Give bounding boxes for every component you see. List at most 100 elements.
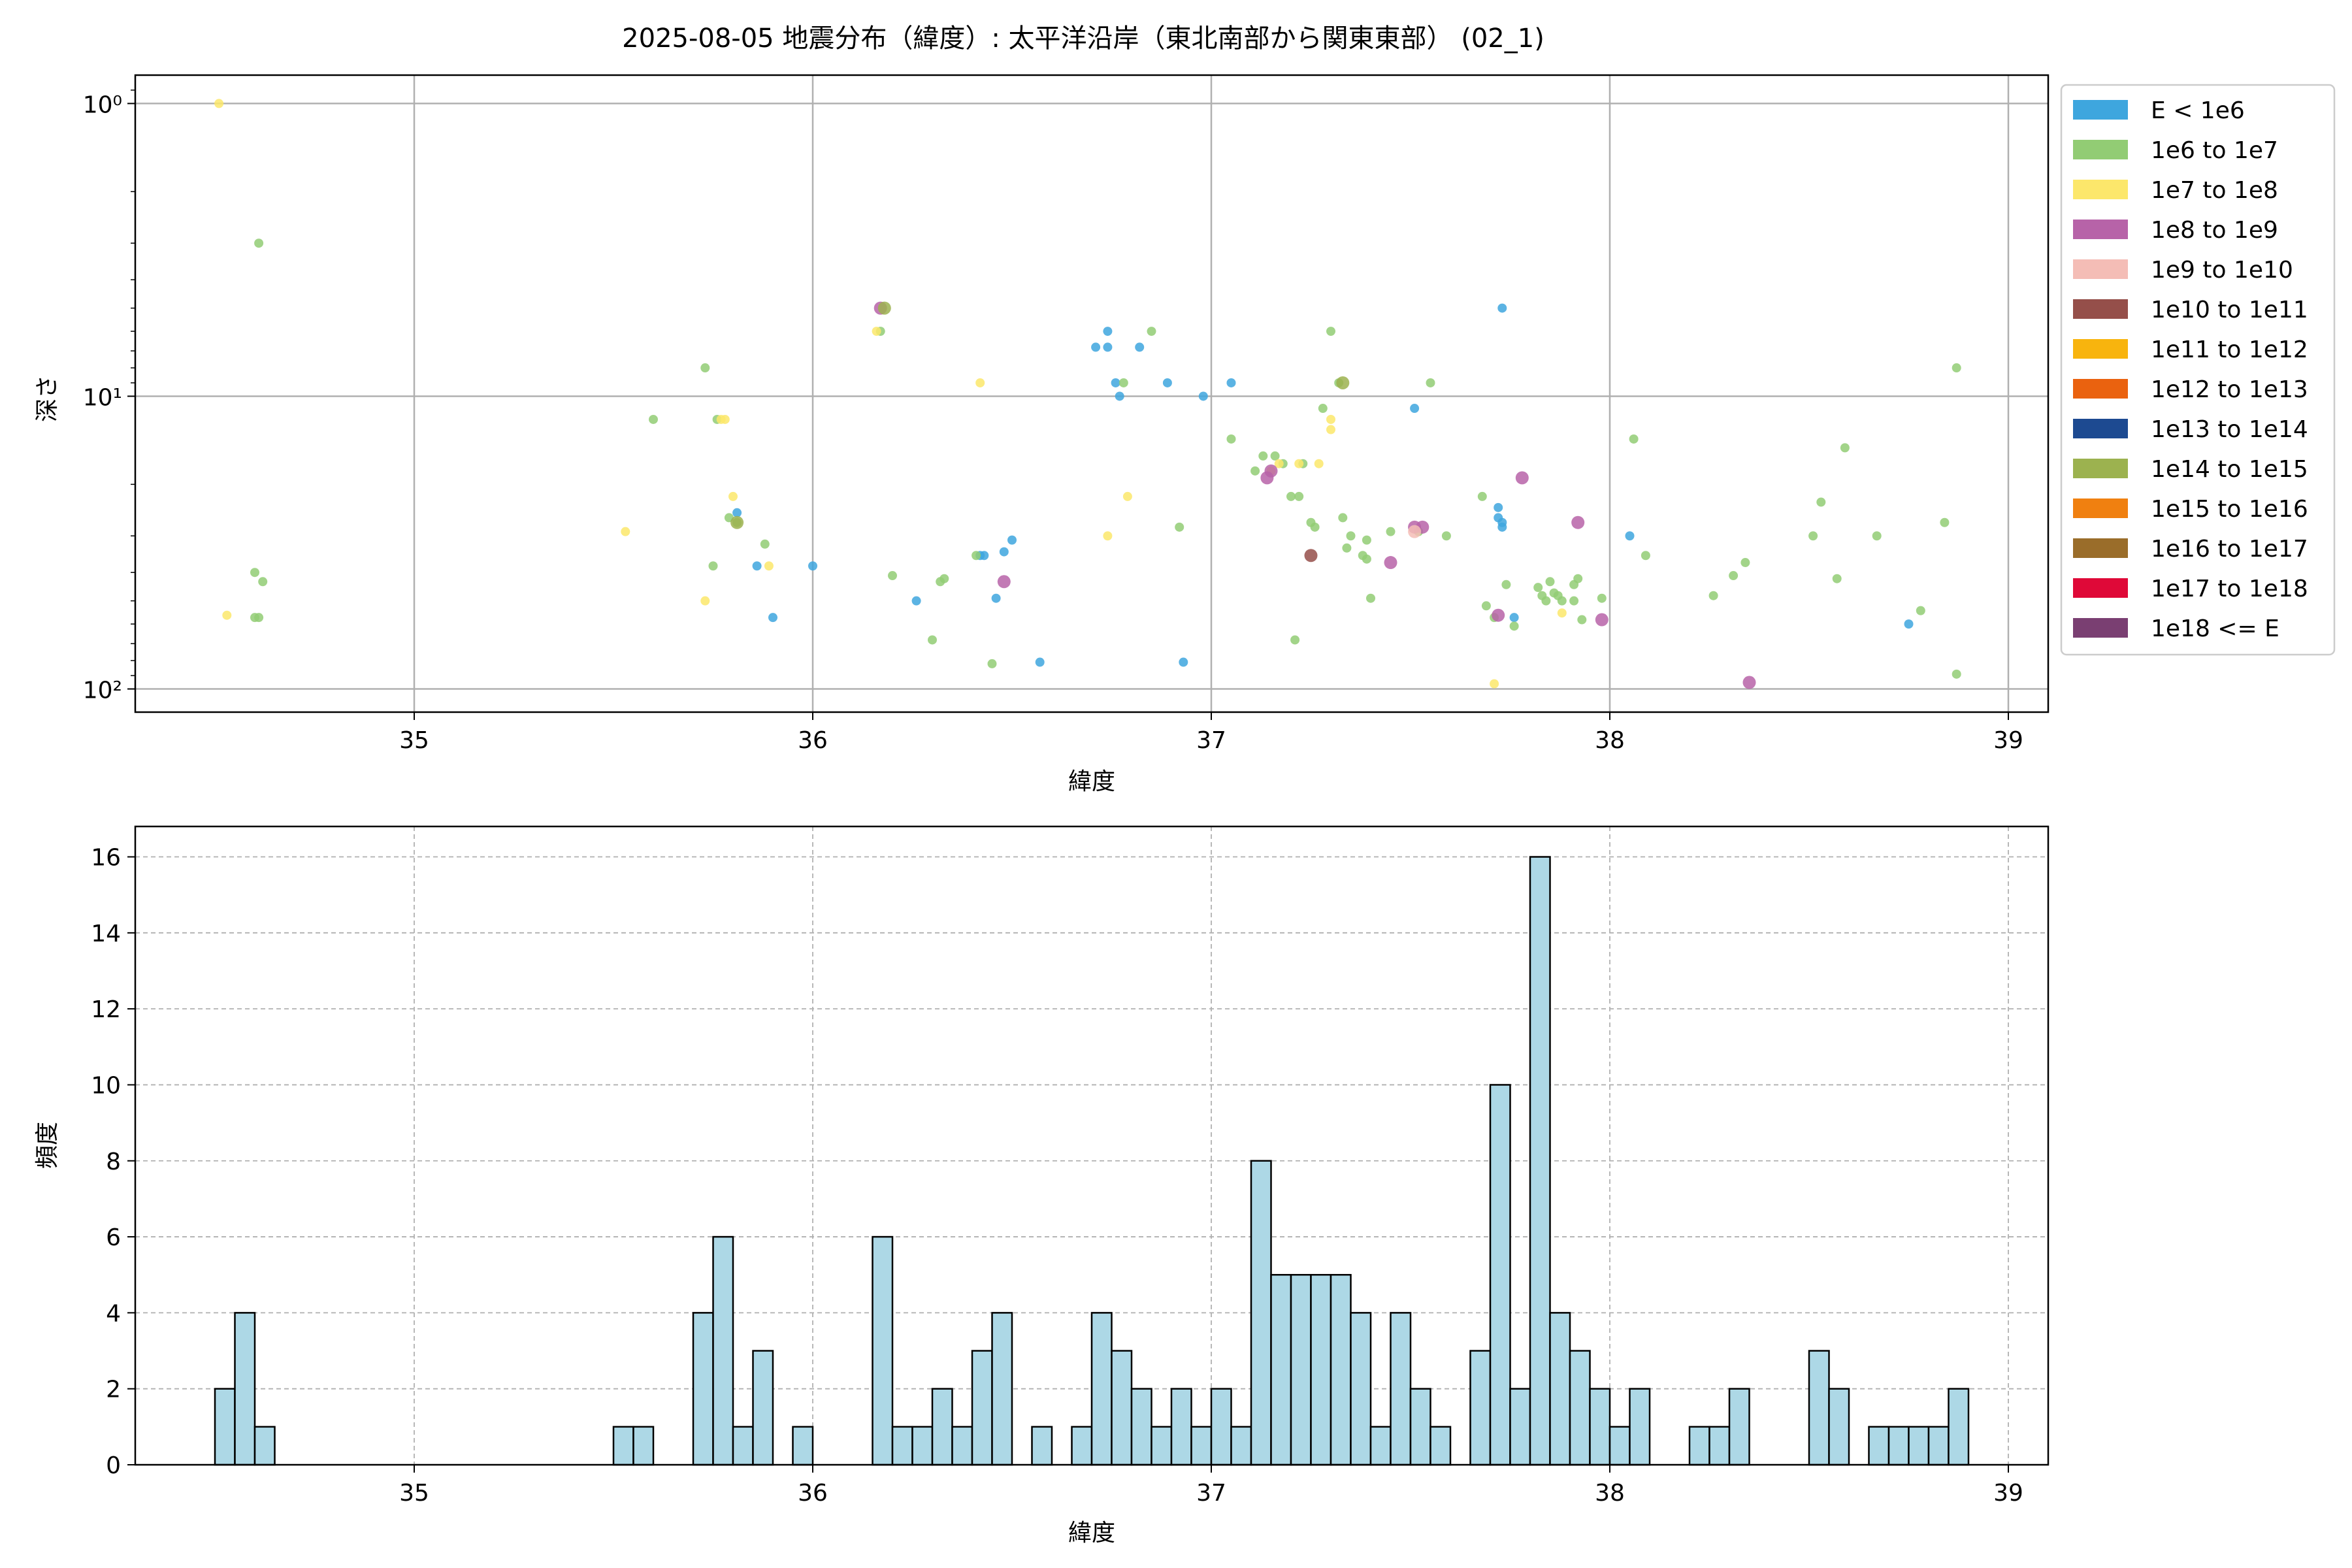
scatter-legend-swatch xyxy=(2073,498,2128,518)
scatter-point xyxy=(1577,615,1587,625)
scatter-point xyxy=(1346,531,1356,541)
histogram-bar xyxy=(1031,1426,1053,1466)
scatter-point xyxy=(1035,657,1045,667)
scatter-point xyxy=(1314,459,1324,468)
histogram-bar xyxy=(253,1426,276,1466)
scatter-legend-box xyxy=(2060,84,2336,656)
scatter-point xyxy=(1326,425,1335,434)
scatter-point xyxy=(1258,451,1268,461)
scatter-point xyxy=(1441,531,1451,541)
scatter-point xyxy=(1270,451,1280,461)
histogram-y-tick-label: 0 xyxy=(106,1452,121,1479)
histogram-bar xyxy=(612,1426,634,1466)
histogram-bar xyxy=(1230,1426,1252,1466)
scatter-point xyxy=(1362,535,1371,545)
scatter-point xyxy=(997,575,1011,589)
figure-title: 2025-08-05 地震分布（緯度）: 太平洋沿岸（東北南部から関東東部） (… xyxy=(622,24,1544,54)
scatter-legend-label: 1e14 to 1e15 xyxy=(2151,456,2308,483)
scatter-point xyxy=(1286,491,1296,501)
scatter-point xyxy=(1290,635,1300,645)
scatter-legend: E < 1e6 1e6 to 1e7 1e7 to 1e8 1e8 to 1e9 1e9… xyxy=(2060,84,2336,656)
scatter-point xyxy=(1410,404,1420,414)
histogram-bar xyxy=(732,1426,754,1466)
scatter-y-tick-label: 10¹ xyxy=(83,384,122,411)
scatter-point xyxy=(760,539,770,549)
scatter-point xyxy=(254,238,264,248)
scatter-point xyxy=(732,508,742,517)
scatter-point xyxy=(1326,327,1335,336)
histogram-x-axis-label: 緯度 xyxy=(1068,1520,1115,1546)
scatter-point xyxy=(1304,549,1318,563)
scatter-point xyxy=(1490,679,1499,689)
histogram-x-tick-label: 39 xyxy=(1993,1480,2023,1507)
scatter-point xyxy=(728,491,738,501)
histogram-bar xyxy=(1509,1388,1531,1466)
histogram-bar xyxy=(951,1426,973,1466)
scatter-point xyxy=(1103,531,1113,541)
scatter-point xyxy=(1175,522,1184,532)
scatter-point xyxy=(1509,613,1519,623)
histogram-bar xyxy=(1728,1388,1750,1466)
histogram-bar xyxy=(931,1388,953,1466)
scatter-point xyxy=(1533,583,1543,593)
histogram-bar xyxy=(1908,1426,1930,1466)
scatter-point xyxy=(700,596,710,606)
histogram-bar xyxy=(1071,1426,1093,1466)
histogram-y-tick-label: 12 xyxy=(91,996,121,1023)
scatter-point xyxy=(928,635,937,645)
scatter-point xyxy=(1492,608,1505,622)
scatter-point xyxy=(1091,342,1101,352)
scatter-point xyxy=(621,527,630,536)
histogram-y-tick-label: 10 xyxy=(91,1072,121,1099)
histogram-bar xyxy=(1130,1388,1152,1466)
histogram-x-tick-label: 38 xyxy=(1595,1480,1625,1507)
histogram-bar xyxy=(214,1388,236,1466)
histogram-bar xyxy=(1609,1426,1631,1466)
histogram-y-tick-label: 6 xyxy=(106,1224,121,1251)
histogram-y-tick-label: 16 xyxy=(91,845,121,872)
scatter-y-ticks: 10⁰ 10¹ 10² xyxy=(83,90,135,704)
scatter-point xyxy=(649,414,658,424)
scatter-point xyxy=(1326,414,1335,424)
scatter-legend-swatch xyxy=(2073,100,2128,120)
scatter-legend-label: 1e16 to 1e17 xyxy=(2151,536,2308,563)
scatter-point xyxy=(1135,342,1145,352)
scatter-point xyxy=(764,561,774,571)
scatter-point xyxy=(1226,378,1236,387)
scatter-axes-frame xyxy=(134,74,2050,713)
scatter-point xyxy=(752,561,762,571)
scatter-point xyxy=(1808,531,1818,541)
histogram-axes-frame xyxy=(134,825,2050,1466)
scatter-point xyxy=(1840,443,1850,453)
scatter-points xyxy=(214,99,1961,689)
scatter-point xyxy=(987,659,997,668)
scatter-point xyxy=(1573,574,1583,583)
histogram-bar xyxy=(1210,1388,1232,1466)
scatter-point xyxy=(258,577,268,587)
scatter-point xyxy=(872,327,881,336)
scatter-point xyxy=(1103,327,1113,336)
scatter-point xyxy=(1742,676,1756,689)
scatter-y-tick-label: 10² xyxy=(83,678,122,704)
scatter-legend-swatch xyxy=(2073,459,2128,478)
scatter-point xyxy=(1625,531,1635,541)
histogram-bar xyxy=(1569,1350,1591,1466)
histogram-x-tick-label: 37 xyxy=(1196,1480,1226,1507)
histogram-bar xyxy=(692,1312,714,1466)
scatter-legend-label: 1e11 to 1e12 xyxy=(2151,336,2308,363)
scatter-point xyxy=(1179,657,1188,667)
histogram-panel: 35 36 37 38 39 0 2 4 6 8 10 12 14 16 緯度 頻度 xyxy=(34,825,2050,1546)
scatter-point xyxy=(1708,591,1718,600)
histogram-bar xyxy=(891,1426,913,1466)
scatter-legend-swatch xyxy=(2073,220,2128,239)
scatter-point xyxy=(700,363,710,373)
scatter-point xyxy=(972,551,981,561)
histogram-bar xyxy=(1270,1273,1292,1466)
scatter-legend-label: 1e7 to 1e8 xyxy=(2151,177,2278,204)
histogram-y-tick-label: 8 xyxy=(106,1149,121,1175)
histogram-bar xyxy=(971,1350,993,1466)
scatter-point xyxy=(1481,601,1491,611)
scatter-legend-label: 1e12 to 1e13 xyxy=(2151,376,2308,403)
scatter-legend-swatch xyxy=(2073,180,2128,199)
